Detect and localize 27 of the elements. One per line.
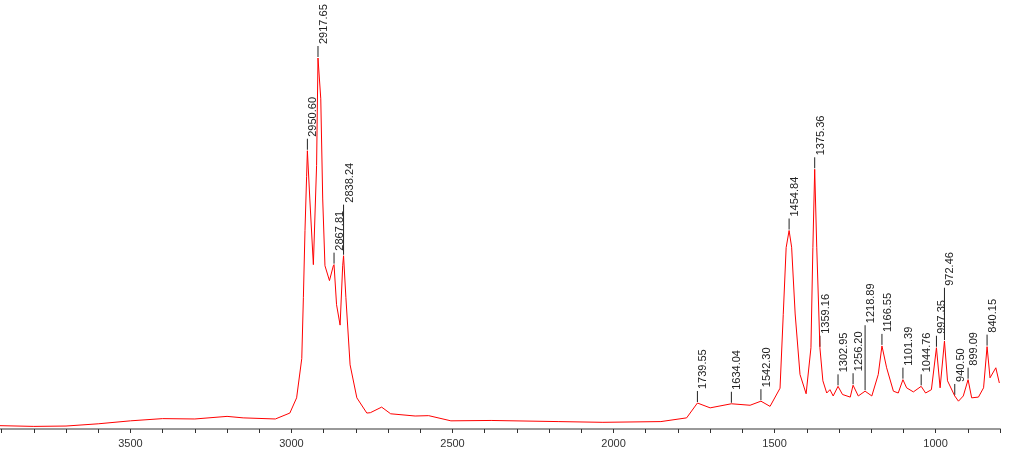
annotation: 2867.81 — [333, 210, 346, 251]
annotation: 2917.65 — [316, 4, 329, 44]
annotation: 1302.95 — [837, 332, 850, 373]
x-tick-label: 3500 — [118, 436, 143, 449]
annotation: 1256.20 — [852, 331, 865, 372]
annotation: 2950.60 — [306, 96, 319, 137]
annotation: 1542.30 — [759, 347, 772, 388]
annotation: 1634.04 — [730, 350, 743, 390]
x-tick-label: 2000 — [601, 436, 626, 449]
annotation: 997.35 — [935, 300, 948, 334]
annotation: 899.09 — [967, 332, 980, 366]
x-tick-label: 3000 — [279, 436, 304, 449]
x-tick-label: 2500 — [440, 436, 465, 449]
annotation: 1044.76 — [920, 332, 933, 373]
annotation: 1218.89 — [864, 283, 877, 324]
annotation: 840.15 — [986, 298, 999, 333]
annotation: 972.46 — [943, 252, 956, 286]
annotation: 940.50 — [953, 348, 966, 382]
annotation: 1166.55 — [880, 292, 893, 332]
annotation: 1359.16 — [818, 293, 831, 334]
annotation: 1454.84 — [788, 176, 801, 217]
x-tick-label: 1500 — [762, 436, 787, 449]
annotation: 1739.55 — [696, 349, 709, 390]
x-tick-label: 1000 — [923, 436, 948, 449]
annotation: 2838.24 — [342, 162, 355, 203]
annotation: 1375.36 — [813, 115, 826, 156]
annotation: 1101.39 — [901, 326, 914, 366]
